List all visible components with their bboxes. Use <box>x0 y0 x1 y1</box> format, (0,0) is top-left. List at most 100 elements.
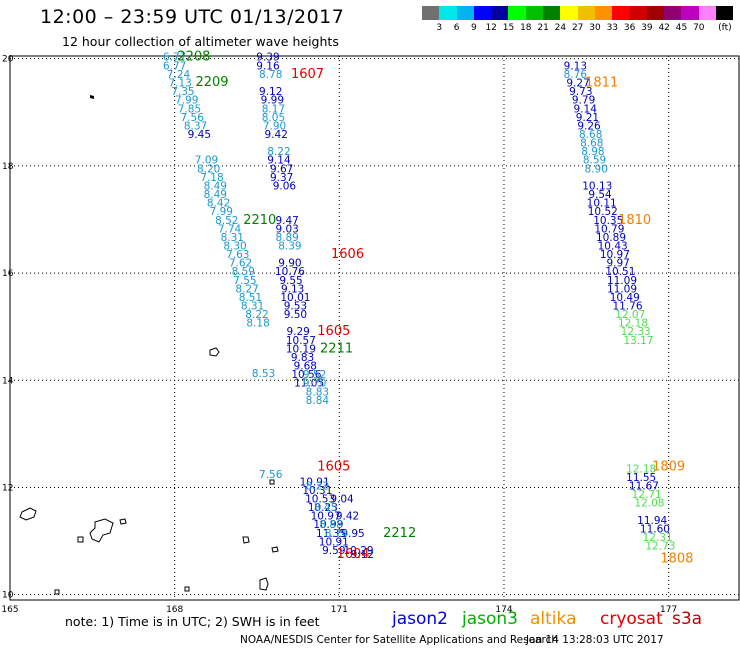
wave-height-value: 8.45 <box>314 502 337 514</box>
wave-height-value: 8.84 <box>306 395 330 407</box>
wave-height-value: 7.55 <box>233 275 256 287</box>
wave-height-value: 9.95 <box>341 528 364 540</box>
island-outlines <box>19 95 279 595</box>
scale-swatch <box>698 6 717 20</box>
pass-label: 1607 <box>291 67 324 82</box>
wave-height-value: 9.26 <box>577 120 601 132</box>
wave-height-value: 9.13 <box>281 283 304 295</box>
wave-height-value: 8.98 <box>581 146 604 158</box>
wave-height-value: 7.74 <box>218 223 242 235</box>
scale-swatch <box>664 6 682 20</box>
wave-height-value: 10.52 <box>588 206 618 218</box>
scale-label: 18 <box>520 23 532 33</box>
page-subtitle: 12 hour collection of altimeter wave hei… <box>62 34 339 49</box>
wave-height-value: 7.35 <box>171 86 194 98</box>
legend-cryosat: cryosat <box>600 609 663 629</box>
wave-height-value: 10.53 <box>305 493 335 505</box>
wave-height-value: 9.52 <box>303 369 326 381</box>
wave-height-value: 7.24 <box>167 69 191 81</box>
pass-label: 1605 <box>317 324 350 339</box>
wave-height-value: 9.21 <box>576 112 599 124</box>
wave-height-value: 10.97 <box>600 249 630 261</box>
wave-height-value: 8.59 <box>583 155 606 167</box>
scale-swatch <box>560 6 578 20</box>
wave-height-value: 10.97 <box>311 511 341 523</box>
scale-swatch <box>422 6 440 20</box>
wave-height-value: 8.31 <box>241 301 264 313</box>
wave-height-value: 10.76 <box>275 266 305 278</box>
wave-height-value: 12.08 <box>634 498 664 510</box>
wave-height-value: 9.29 <box>286 326 309 338</box>
island-outline <box>54 589 60 595</box>
wave-height-value: 9.47 <box>275 215 298 227</box>
wave-height-value: 9.37 <box>270 172 293 184</box>
scale-swatch <box>594 6 613 20</box>
wave-height-value: 7.63 <box>226 249 249 261</box>
scale-label: 9 <box>471 23 477 33</box>
island-outline <box>90 95 94 99</box>
wave-height-value: 10.99 <box>313 519 343 531</box>
pass-label: 2212 <box>383 526 416 541</box>
footer-timestamp: Jan 14 13:28:03 UTC 2017 <box>526 634 664 646</box>
map-frame <box>9 55 740 601</box>
y-tick-label: 12 <box>2 483 13 493</box>
wave-height-value: 9.54 <box>588 189 612 201</box>
wave-height-value: 8.18 <box>246 318 269 330</box>
pass-label: 2209 <box>195 75 228 90</box>
legend-jason3: jason3 <box>462 609 518 629</box>
color-scale-bar <box>422 6 734 20</box>
wave-height-value: 11.09 <box>607 275 637 287</box>
y-tick-label: 18 <box>2 162 14 172</box>
wave-height-value: 10.56 <box>291 369 321 381</box>
wave-height-value: 8.49 <box>204 189 227 201</box>
y-tick-label: 16 <box>2 269 14 279</box>
x-tick-label: 177 <box>660 605 677 615</box>
wave-height-value: 9.42 <box>265 129 288 141</box>
scale-label: 30 <box>589 23 601 33</box>
wave-height-value: 7.85 <box>178 103 201 115</box>
wave-height-value: 8.31 <box>221 232 244 244</box>
wave-height-value: 9.99 <box>261 95 284 107</box>
wave-height-value: 8.37 <box>184 120 207 132</box>
x-tick-label: 168 <box>166 605 183 615</box>
wave-height-value: 10.01 <box>280 292 310 304</box>
legend-jason2: jason2 <box>392 609 448 629</box>
color-scale-labels: 3 6 9 12 15 18 21 24 27 30 33 36 39 42 45 70 (ft) <box>422 23 732 37</box>
wave-height-value: 11.67 <box>629 481 659 493</box>
wave-height-value: 7.09 <box>195 155 218 167</box>
x-tick-label: 174 <box>495 605 512 615</box>
wave-height-value: 11.55 <box>626 472 656 484</box>
wave-height-value: 8.76 <box>564 69 588 81</box>
island-outline <box>271 546 279 553</box>
wave-height-value: 8.49 <box>204 180 227 192</box>
x-tick-label: 165 <box>1 605 18 615</box>
wave-height-value: 8.05 <box>262 112 285 124</box>
wave-height-value: 8.89 <box>275 232 298 244</box>
pass-label: 1605 <box>317 459 350 474</box>
pass-label: 2208 <box>177 49 210 64</box>
wave-height-value: 12.18 <box>626 463 656 475</box>
wave-height-value: 9.03 <box>275 223 298 235</box>
legend-s3a: s3a <box>672 609 703 629</box>
wave-height-value: 7.62 <box>229 258 252 270</box>
wave-height-value: 10.79 <box>594 223 624 235</box>
island-outline <box>77 536 84 543</box>
wave-height-value: 10.23 <box>308 502 338 514</box>
x-tick-label: 171 <box>331 605 348 615</box>
pass-label: 2210 <box>243 213 276 228</box>
scale-swatch <box>543 6 561 20</box>
wave-height-value: 9.06 <box>273 180 297 192</box>
footer-credit: NOAA/NESDIS Center for Satellite Applica… <box>240 634 558 646</box>
wave-height-value: 8.20 <box>197 163 220 175</box>
island-outline <box>259 577 269 591</box>
scale-label: 70 <box>693 23 705 33</box>
wave-height-value: 8.52 <box>215 215 238 227</box>
wave-height-value: 9.16 <box>256 60 280 72</box>
wave-height-value: 7.99 <box>210 206 233 218</box>
y-tick-label: 10 <box>2 591 14 601</box>
wave-height-value: 8.53 <box>252 368 275 380</box>
scale-label: 12 <box>485 23 497 33</box>
pass-label: 2211 <box>320 341 353 356</box>
island-outline <box>184 586 190 592</box>
